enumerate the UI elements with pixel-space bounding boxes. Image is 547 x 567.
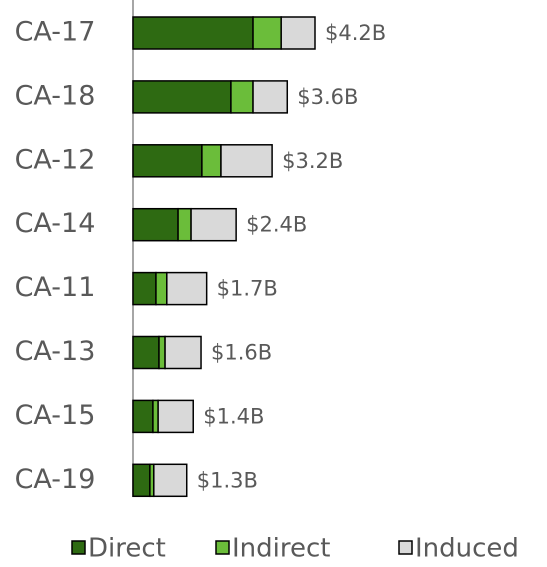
legend-label: Induced <box>415 534 519 564</box>
legend-swatch <box>398 540 413 555</box>
bar-segment <box>158 335 166 370</box>
total-label: $3.6B <box>297 85 358 109</box>
legend-swatch <box>215 540 230 555</box>
bar-segment <box>152 399 159 434</box>
y-tick-label: CA-15 <box>15 400 96 431</box>
total-label: $1.7B <box>217 277 278 301</box>
y-tick-label: CA-11 <box>15 272 96 303</box>
y-tick-label: CA-14 <box>15 208 96 239</box>
bar-segment <box>153 463 188 498</box>
bar-segment <box>164 335 202 370</box>
legend-swatch <box>71 540 86 555</box>
legend-label: Direct <box>88 534 166 564</box>
bar-segment <box>201 144 222 178</box>
bar-segment <box>132 80 232 114</box>
bar-segment <box>252 16 282 50</box>
bar-segment <box>190 207 237 242</box>
total-label: $3.2B <box>282 149 343 173</box>
bar-segment <box>132 335 160 370</box>
bar-segment <box>132 144 203 178</box>
bar-segment <box>230 80 254 114</box>
bar-segment <box>132 463 151 498</box>
total-label: $1.4B <box>203 404 264 428</box>
total-label: $4.2B <box>325 21 386 45</box>
bar-segment <box>280 16 316 50</box>
bar-segment <box>157 399 194 434</box>
bar-segment <box>166 271 208 306</box>
bar-segment <box>220 144 273 178</box>
bar-segment <box>132 207 179 242</box>
y-tick-label: CA-17 <box>15 17 96 48</box>
y-tick-label: CA-13 <box>15 336 96 367</box>
total-label: $1.3B <box>197 468 258 492</box>
legend-label: Indirect <box>232 534 330 564</box>
y-tick-label: CA-19 <box>15 464 96 495</box>
total-label: $2.4B <box>246 213 307 237</box>
bar-segment <box>132 399 154 434</box>
y-tick-label: CA-18 <box>15 80 96 111</box>
bar-segment <box>252 80 289 114</box>
y-tick-label: CA-12 <box>15 144 96 175</box>
bar-segment <box>177 207 192 242</box>
bar-segment <box>132 16 254 50</box>
bar-segment <box>132 271 157 306</box>
bar-segment <box>155 271 168 306</box>
total-label: $1.6B <box>211 341 272 365</box>
